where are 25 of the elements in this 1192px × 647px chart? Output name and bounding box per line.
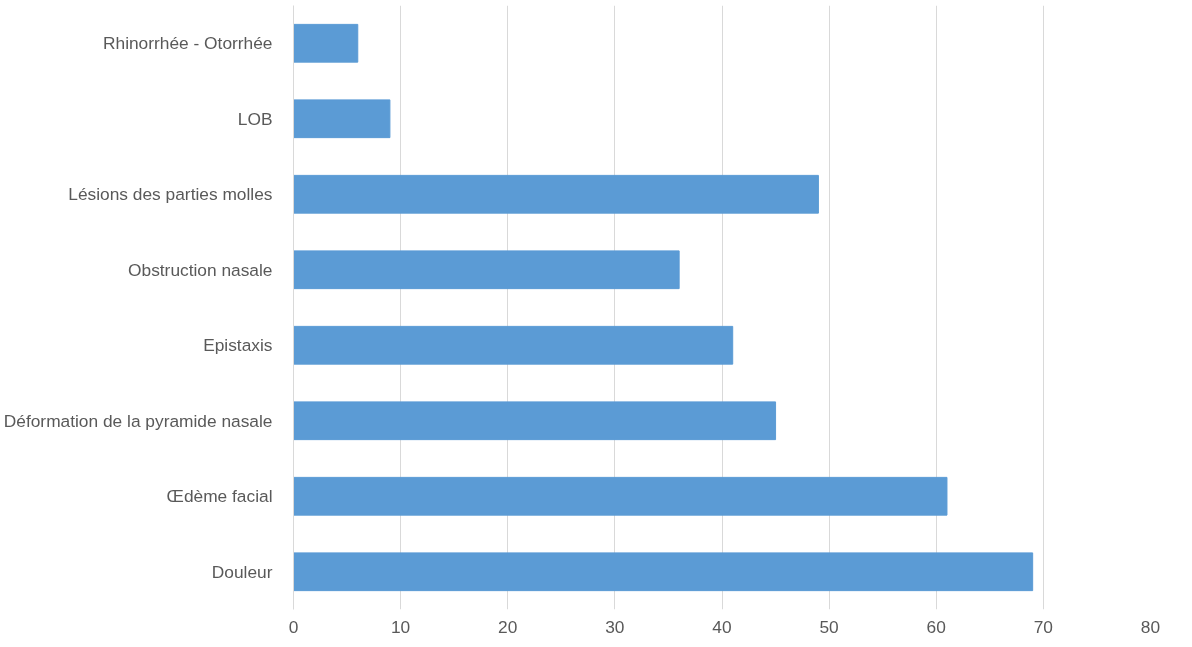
x-tick-label: 60 — [926, 616, 946, 637]
y-tick-label: Obstruction nasale — [128, 259, 273, 280]
bar — [293, 99, 391, 139]
y-tick-label: LOB — [237, 108, 273, 129]
x-tick-label: 20 — [498, 616, 518, 637]
x-tick-label: 40 — [712, 616, 732, 637]
x-tick-label: 0 — [288, 616, 299, 637]
x-tick-label: 80 — [1140, 616, 1161, 637]
bar — [293, 250, 680, 290]
y-tick-label: Epistaxis — [203, 335, 273, 356]
x-tick-label: 10 — [390, 616, 411, 637]
y-tick-label: Douleur — [211, 561, 273, 582]
x-tick-label: 70 — [1033, 616, 1054, 637]
bar — [293, 401, 777, 441]
bar — [293, 23, 359, 63]
bar — [293, 552, 1034, 592]
x-tick-label: 50 — [819, 616, 839, 637]
bar — [293, 174, 819, 214]
y-tick-label: Déformation de la pyramide nasale — [3, 410, 273, 431]
y-tick-label: Rhinorrhée - Otorrhée — [102, 33, 273, 54]
y-tick-label: Œdème facial — [166, 486, 273, 507]
bar — [293, 325, 734, 365]
y-tick-label: Lésions des parties molles — [68, 184, 273, 205]
x-tick-label: 30 — [605, 616, 625, 637]
bar — [293, 476, 948, 516]
